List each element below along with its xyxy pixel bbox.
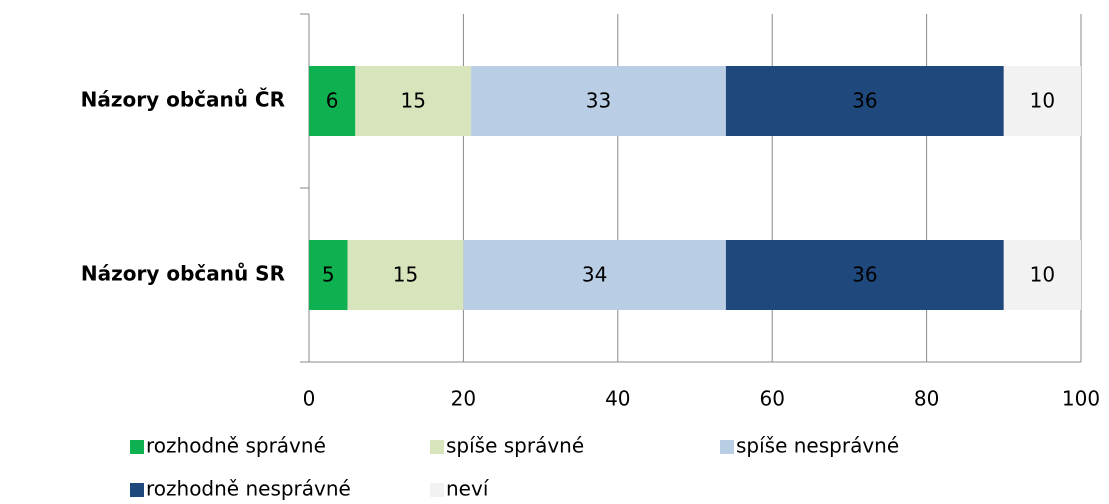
bar-segment (1003, 240, 1081, 310)
data-label: 15 (400, 89, 425, 113)
y-tick-label: Názory občanů SR (81, 262, 285, 286)
x-tick-label: 20 (451, 387, 476, 411)
bar-segment (471, 66, 726, 136)
bar-segment (463, 240, 726, 310)
x-tick-label: 100 (1062, 387, 1100, 411)
legend-swatch (720, 440, 734, 454)
data-label: 36 (852, 263, 877, 287)
x-tick-label: 40 (605, 387, 630, 411)
x-tick-label: 60 (759, 387, 784, 411)
bar-segment (309, 66, 356, 136)
bar-segment (725, 66, 1004, 136)
legend-label: rozhodně nesprávné (146, 477, 351, 501)
data-label: 10 (1030, 89, 1055, 113)
data-label: 6 (326, 89, 339, 113)
legend-swatch (130, 483, 144, 497)
bar-segment (1003, 66, 1081, 136)
bar-segment (309, 240, 348, 310)
data-label: 36 (852, 89, 877, 113)
legend-label: neví (446, 477, 490, 501)
legend-label: rozhodně správné (146, 434, 326, 458)
legend-swatch (430, 483, 444, 497)
data-label: 33 (586, 89, 611, 113)
legend-swatch (130, 440, 144, 454)
bar-segment (355, 66, 472, 136)
data-label: 10 (1030, 263, 1055, 287)
x-tick-label: 0 (303, 387, 316, 411)
legend-label: spíše nesprávné (736, 434, 899, 458)
x-tick-label: 80 (914, 387, 939, 411)
legend-swatch (430, 440, 444, 454)
bar-segment (347, 240, 464, 310)
data-label: 34 (582, 263, 607, 287)
data-label: 15 (393, 263, 418, 287)
data-label: 5 (322, 263, 335, 287)
bar-segment (725, 240, 1004, 310)
y-tick-label: Názory občanů ČR (81, 88, 285, 112)
legend-label: spíše správné (446, 434, 584, 458)
